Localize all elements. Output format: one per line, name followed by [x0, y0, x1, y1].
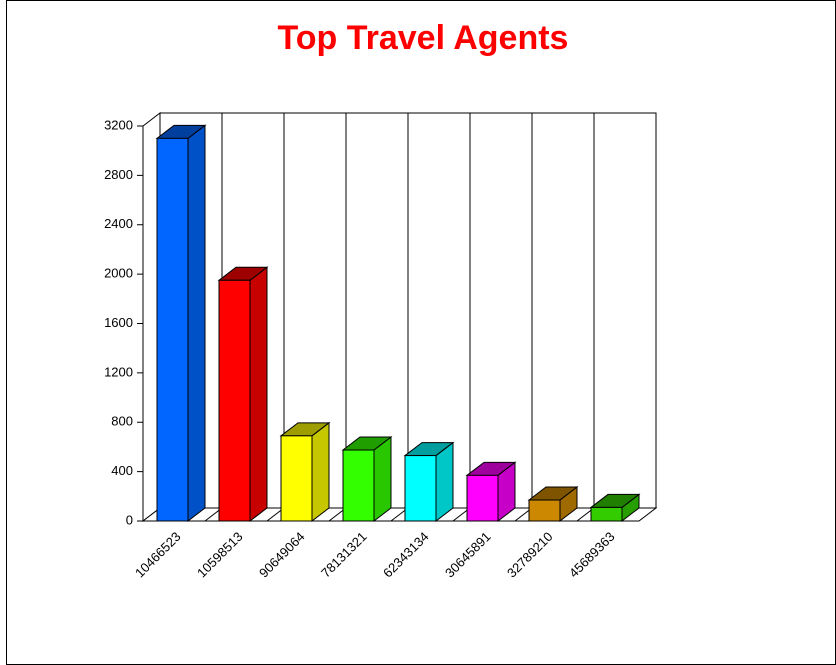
y-tick-label: 3200	[104, 117, 133, 132]
bar-3d	[279, 421, 331, 523]
bar-side	[311, 421, 330, 523]
y-tick-label: 400	[111, 463, 133, 478]
bar	[342, 449, 375, 522]
y-tick-label: 2800	[104, 167, 133, 182]
bar-side	[373, 436, 392, 523]
y-tick-label: 800	[111, 414, 133, 429]
bar-3d	[155, 124, 207, 523]
bar-side	[187, 124, 206, 523]
bar	[590, 506, 623, 522]
bar	[528, 499, 561, 522]
y-tick-label: 0	[126, 512, 133, 527]
y-tick-label: 1200	[104, 364, 133, 379]
bar	[218, 279, 251, 522]
bar-3d	[341, 436, 393, 523]
bar	[404, 455, 437, 522]
bar-3d	[527, 486, 579, 523]
bar-side	[249, 266, 268, 523]
bar-3d	[217, 266, 269, 523]
y-tick-label: 1600	[104, 315, 133, 330]
bar	[156, 137, 189, 522]
bar-side	[435, 441, 454, 523]
bar	[280, 435, 313, 522]
bar-3d	[403, 441, 455, 523]
bar-3d	[465, 461, 517, 523]
chart-title: Top Travel Agents	[278, 19, 569, 57]
bar-3d	[589, 493, 641, 523]
y-tick-label: 2000	[104, 266, 133, 281]
y-tick-label: 2400	[104, 216, 133, 231]
bar	[466, 474, 499, 522]
